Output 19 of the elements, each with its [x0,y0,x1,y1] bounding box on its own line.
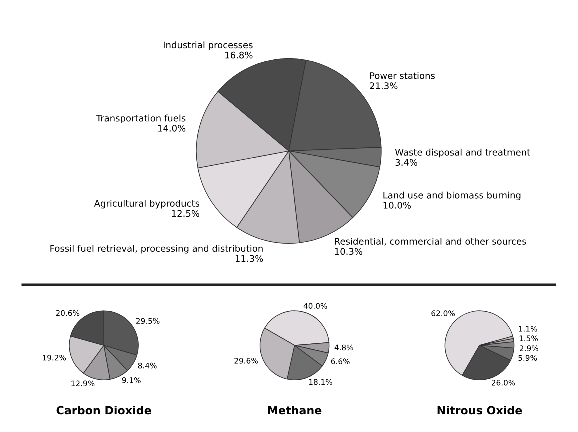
data-label: 14.0% [158,125,186,132]
slice-label: Waste disposal and treatment [395,148,530,158]
text: Nitrous Oxide [438,406,522,415]
slice-label: Power stations [370,72,436,80]
data-label: 12.5% [172,210,200,218]
data-label: 10.0% [384,202,412,209]
text: Methane [268,406,322,415]
data-label: 16.8% [226,52,253,59]
text: Carbon Dioxide [56,406,152,415]
slice-label: Residential, commercial and other sources [335,238,526,246]
data-label: 10.3% [335,248,363,256]
data-label: 21.3% [370,82,398,90]
data-label: 3.4% [396,159,418,166]
slice-label: Transportation fuels [96,114,186,124]
slice-label: Land use and biomass burning [384,192,521,201]
data-label: 11.3% [236,255,264,262]
slice-label: Industrial processes [164,42,253,50]
slice-label: Agricultural byproducts [94,200,200,209]
slice-label: Fossil fuel retrieval, processing and distribution [50,245,263,254]
